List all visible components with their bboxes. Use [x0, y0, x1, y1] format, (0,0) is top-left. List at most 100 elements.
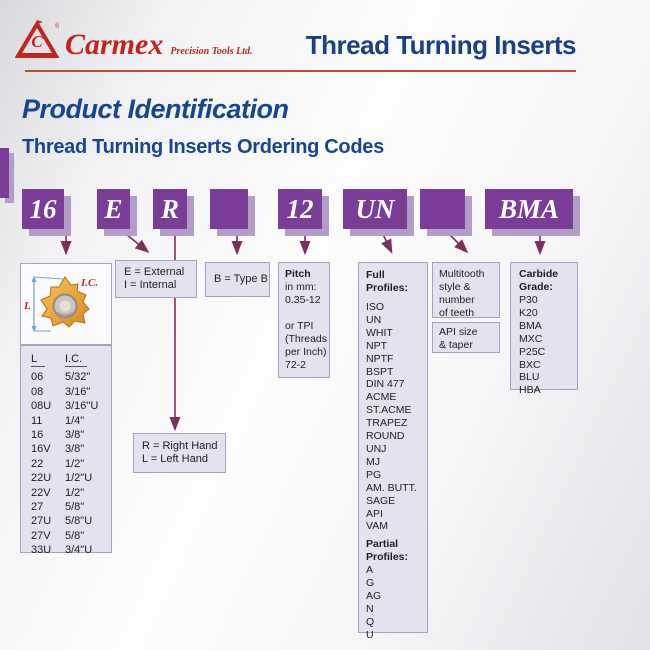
table-row: 33U 3/4"U — [31, 543, 111, 557]
size-table-header: L I.C. — [31, 352, 111, 368]
pitch-box: Pitch in mm: 0.35-12 or TPI (Threads per… — [278, 262, 330, 378]
carbide-grades-list: P30 K20 BMA MXC P25C BXC BLU HBA — [519, 294, 577, 397]
code-box-pitch: 12 — [278, 189, 322, 229]
full-profiles-list: ISO UN WHIT NPT NPTF BSPT DIN 477 ACME ST.ACME TR… — [366, 301, 427, 533]
table-row: 06 5/32" — [31, 370, 111, 384]
table-row: 27V 5/8" — [31, 529, 111, 543]
code-box-type — [210, 189, 248, 229]
grade-item: P25C — [519, 345, 546, 358]
profile-item: NPT — [366, 339, 387, 352]
header-ic: I.C. — [65, 352, 87, 368]
partial-profiles-list: A G AG N Q U — [366, 564, 427, 641]
table-row: 16 3/8" — [31, 428, 111, 442]
code-box-size: 16 — [22, 189, 64, 229]
profile-item: U — [366, 628, 374, 641]
insert-diagram-box: L I.C. — [20, 263, 112, 345]
profile-item: WHIT — [366, 326, 393, 339]
profile-item: PG — [366, 468, 382, 481]
profile-item: NPTF — [366, 352, 394, 365]
table-cell: 3/4"U — [65, 544, 93, 557]
pitch-title: Pitch — [285, 268, 311, 280]
table-cell: 27U — [31, 515, 52, 528]
table-cell: 3/16" — [65, 385, 91, 398]
table-cell: 3/8" — [65, 443, 85, 456]
table-cell: 22V — [31, 486, 51, 499]
table-cell: 22 — [31, 457, 44, 470]
table-row: 22V 1/2" — [31, 486, 111, 500]
label-l: L — [23, 300, 31, 312]
profile-item: ROUND — [366, 430, 405, 443]
profile-item: BSPT — [366, 365, 394, 378]
table-row: 27U 5/8"U — [31, 514, 111, 528]
profile-item: N — [366, 603, 374, 616]
table-cell: 5/8" — [65, 501, 85, 514]
svg-text:C: C — [31, 32, 43, 51]
code-box-profile: UN — [343, 189, 407, 229]
partial-profiles-title: Partial Profiles: — [366, 538, 409, 564]
profile-item: A — [366, 564, 374, 577]
pitch-body: in mm: 0.35-12 or TPI (Threads per Inch)… — [285, 281, 328, 371]
table-row: 11 1/4" — [31, 414, 111, 428]
left-edge-tab — [0, 148, 9, 198]
table-cell: 22U — [31, 472, 52, 485]
table-cell: 1/2" — [65, 486, 85, 499]
profile-item: G — [366, 577, 375, 590]
table-row: 22U 1/2"U — [31, 471, 111, 485]
table-cell: 08U — [31, 400, 52, 413]
table-cell: 3/16"U — [65, 400, 99, 413]
profile-item: TRAPEZ — [366, 417, 408, 430]
table-cell: 1/2" — [65, 457, 85, 470]
profiles-box: Full Profiles: ISO UN WHIT NPT NPTF BSPT DIN 4… — [358, 262, 428, 641]
type-box: B = Type B — [205, 262, 270, 297]
svg-text:®: ® — [55, 22, 59, 30]
grade-item: BMA — [519, 319, 542, 332]
profile-item: VAM — [366, 520, 388, 533]
table-cell: 08 — [31, 385, 44, 398]
profile-item: UN — [366, 313, 382, 326]
profile-item: Q — [366, 615, 375, 628]
page-title: Thread Turning Inserts — [305, 30, 577, 60]
table-row: 08U 3/16"U — [31, 399, 111, 413]
table-cell: 33U — [31, 544, 52, 557]
table-cell: 27 — [31, 501, 44, 514]
table-cell: 5/8"U — [65, 515, 93, 528]
grade-item: MXC — [519, 332, 543, 345]
full-profiles-title: Full Profiles: — [366, 269, 409, 294]
table-cell: 11 — [31, 414, 43, 427]
header-divider — [25, 70, 576, 72]
carmex-triangle-logo-icon: C ® — [15, 20, 59, 58]
size-table-box: L I.C. 06 5/32" 08 3/16" 08U 3/16"U 11 1/4" 16 3/… — [20, 345, 112, 556]
multitooth-box: Multitooth style & number of teeth — [432, 262, 500, 319]
code-box-hand: R — [153, 189, 187, 229]
code-box-grade: BMA — [485, 189, 573, 229]
table-cell: 5/8" — [65, 529, 85, 542]
profile-item: ISO — [366, 301, 385, 313]
section-subheading: Thread Turning Inserts Ordering Codes — [22, 136, 384, 158]
profile-item: ACME — [366, 391, 397, 404]
api-size-box: API size & taper — [432, 322, 500, 353]
carbide-title: Carbide Grade: — [519, 268, 559, 293]
profile-item: DIN 477 — [366, 378, 405, 391]
table-cell: 16 — [31, 429, 44, 442]
table-cell: 1/2"U — [65, 472, 93, 485]
grade-item: K20 — [519, 306, 538, 319]
table-row: 16V 3/8" — [31, 442, 111, 456]
profile-item: MJ — [366, 455, 380, 468]
table-row: 22 1/2" — [31, 457, 111, 471]
table-cell: 3/8" — [65, 429, 85, 442]
header-l: L — [31, 352, 45, 368]
label-ic: I.C. — [80, 277, 98, 289]
profile-item: AM. BUTT. — [366, 481, 417, 494]
profile-item: SAGE — [366, 494, 396, 507]
hand-box: R = Right Hand L = Left Hand — [133, 433, 226, 473]
grade-item: P30 — [519, 294, 538, 306]
brand-name: Carmex — [65, 28, 164, 61]
insert-diagram: L I.C. — [23, 276, 98, 332]
profile-item: AG — [366, 590, 382, 603]
grade-item: BLU — [519, 371, 540, 384]
brand-logo: C ® Carmex Precision Tools Ltd. — [15, 20, 252, 60]
code-box-external: E — [97, 189, 130, 229]
table-cell: 27V — [31, 529, 51, 542]
profile-item: ST.ACME — [366, 404, 412, 417]
